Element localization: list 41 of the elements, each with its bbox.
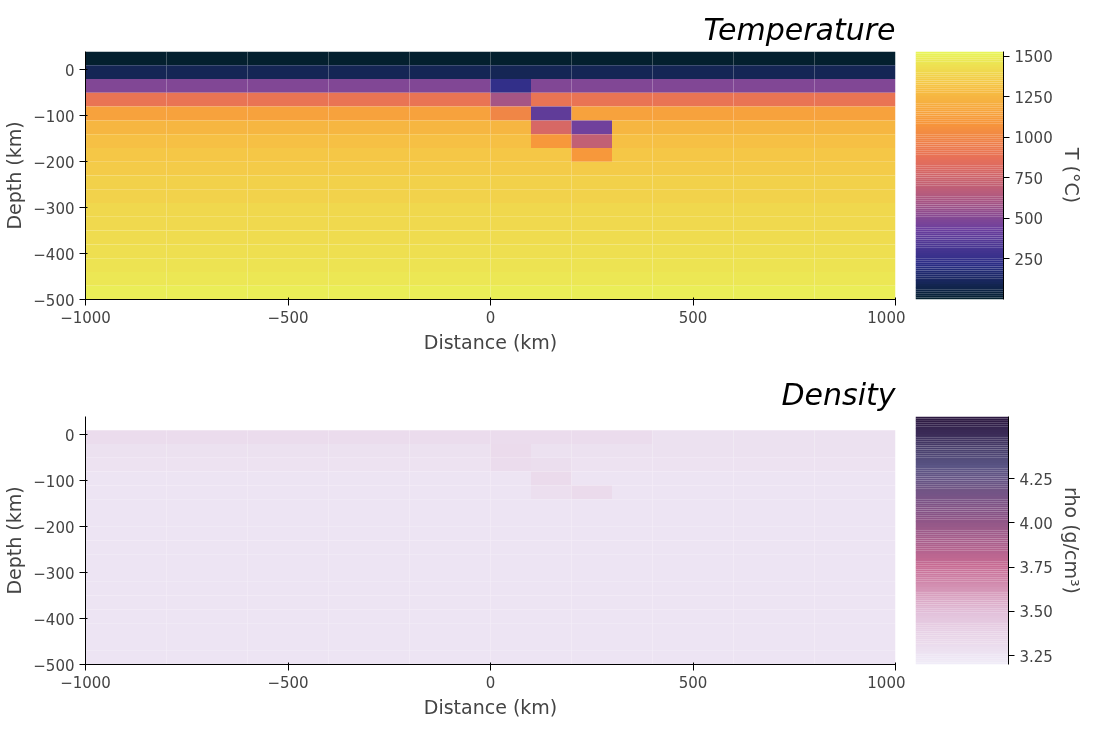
y-tick-label: −100 bbox=[33, 472, 75, 491]
y-tick-label: −300 bbox=[33, 564, 75, 583]
color-bar-label: 1250 bbox=[1014, 88, 1053, 107]
x-tick-label: −500 bbox=[267, 673, 309, 692]
x-tick-label: −500 bbox=[267, 308, 309, 327]
color-bar-label: 4.25 bbox=[1019, 470, 1053, 489]
chart-title: Temperature bbox=[703, 11, 896, 47]
y-tick-label: −200 bbox=[33, 518, 75, 537]
x-tick-label: 1000 bbox=[867, 673, 906, 692]
y-tick-label: −300 bbox=[33, 199, 75, 218]
x-tick-label: 0 bbox=[485, 308, 496, 327]
color-bar-label: 3.25 bbox=[1019, 647, 1053, 666]
color-bar-label: 3.75 bbox=[1019, 559, 1053, 578]
y-tick-label: −400 bbox=[33, 245, 75, 264]
x-tick-label: −1000 bbox=[60, 308, 111, 327]
color-bar-label: 250 bbox=[1014, 250, 1044, 269]
y-axis-title: Depth (km) bbox=[3, 486, 26, 595]
y-axis-title: Depth (km) bbox=[3, 121, 26, 230]
color-bar-label: 4.00 bbox=[1019, 514, 1053, 533]
x-tick-label: 500 bbox=[678, 673, 708, 692]
x-tick-label: 500 bbox=[678, 308, 708, 327]
color-bar-label: 750 bbox=[1014, 169, 1044, 188]
y-tick-label: −100 bbox=[33, 107, 75, 126]
x-axis-title: Distance (km) bbox=[423, 330, 558, 353]
y-tick-label: 0 bbox=[64, 61, 75, 80]
y-tick-label: −400 bbox=[33, 610, 75, 629]
y-tick-label: −200 bbox=[33, 153, 75, 172]
color-bar-label: 500 bbox=[1014, 210, 1044, 229]
y-tick-label: −500 bbox=[33, 291, 75, 310]
color-bar-title: T (°C) bbox=[1060, 146, 1083, 204]
color-bar-label: 1500 bbox=[1014, 48, 1053, 67]
color-bar-label: 1000 bbox=[1014, 129, 1053, 148]
x-tick-label: 0 bbox=[485, 673, 496, 692]
color-bar-title: rho (g/cm³) bbox=[1060, 486, 1083, 595]
x-axis-title: Distance (km) bbox=[423, 695, 558, 718]
y-tick-label: −500 bbox=[33, 656, 75, 675]
chart-title: Density bbox=[781, 376, 897, 412]
x-tick-label: −1000 bbox=[60, 673, 111, 692]
color-bar-label: 3.50 bbox=[1019, 603, 1053, 622]
x-tick-label: 1000 bbox=[867, 308, 906, 327]
y-tick-label: 0 bbox=[64, 426, 75, 445]
